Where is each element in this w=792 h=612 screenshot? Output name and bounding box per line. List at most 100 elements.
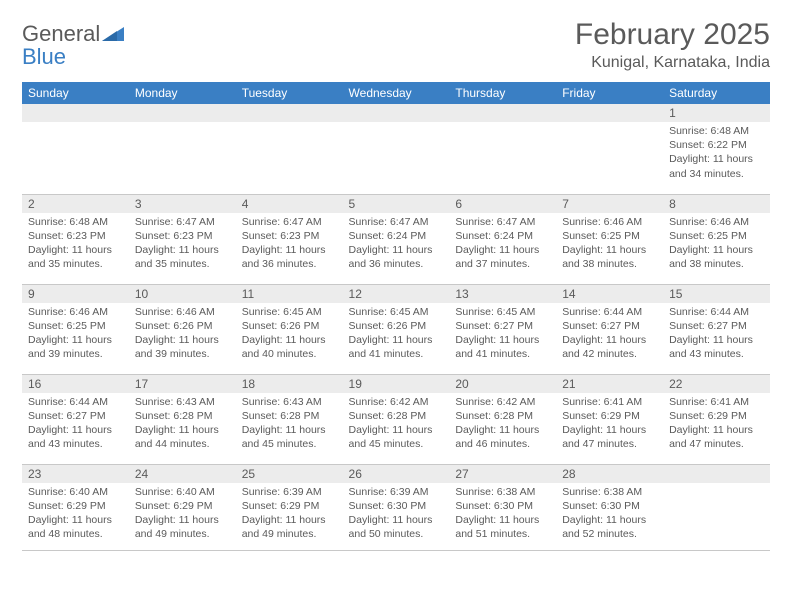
sunset-line: Sunset: 6:28 PM [349, 409, 444, 423]
day-number: 2 [22, 195, 129, 213]
day-header-saturday: Saturday [663, 82, 770, 104]
day-number [449, 104, 556, 122]
day-number: 8 [663, 195, 770, 213]
sunrise-line: Sunrise: 6:46 AM [135, 305, 230, 319]
daylight-line: Daylight: 11 hours and 34 minutes. [669, 152, 764, 180]
day-number: 9 [22, 285, 129, 303]
day-cell [22, 104, 129, 194]
sunset-line: Sunset: 6:24 PM [455, 229, 550, 243]
daylight-line: Daylight: 11 hours and 47 minutes. [669, 423, 764, 451]
day-number: 24 [129, 465, 236, 483]
title-block: February 2025 Kunigal, Karnataka, India [575, 18, 770, 72]
day-cell: 18Sunrise: 6:43 AMSunset: 6:28 PMDayligh… [236, 374, 343, 464]
day-cell: 24Sunrise: 6:40 AMSunset: 6:29 PMDayligh… [129, 464, 236, 550]
day-cell: 5Sunrise: 6:47 AMSunset: 6:24 PMDaylight… [343, 194, 450, 284]
day-number: 7 [556, 195, 663, 213]
sunrise-line: Sunrise: 6:47 AM [349, 215, 444, 229]
day-header-thursday: Thursday [449, 82, 556, 104]
sunrise-line: Sunrise: 6:39 AM [242, 485, 337, 499]
daylight-line: Daylight: 11 hours and 39 minutes. [135, 333, 230, 361]
day-cell: 23Sunrise: 6:40 AMSunset: 6:29 PMDayligh… [22, 464, 129, 550]
daylight-line: Daylight: 11 hours and 43 minutes. [669, 333, 764, 361]
day-details: Sunrise: 6:46 AMSunset: 6:25 PMDaylight:… [22, 303, 129, 366]
sunrise-line: Sunrise: 6:45 AM [455, 305, 550, 319]
daylight-line: Daylight: 11 hours and 38 minutes. [562, 243, 657, 271]
day-number: 25 [236, 465, 343, 483]
sunrise-line: Sunrise: 6:43 AM [242, 395, 337, 409]
day-cell: 22Sunrise: 6:41 AMSunset: 6:29 PMDayligh… [663, 374, 770, 464]
day-number: 27 [449, 465, 556, 483]
daylight-line: Daylight: 11 hours and 41 minutes. [349, 333, 444, 361]
day-details: Sunrise: 6:48 AMSunset: 6:23 PMDaylight:… [22, 213, 129, 276]
day-number: 26 [343, 465, 450, 483]
day-cell: 10Sunrise: 6:46 AMSunset: 6:26 PMDayligh… [129, 284, 236, 374]
daylight-line: Daylight: 11 hours and 52 minutes. [562, 513, 657, 541]
sunset-line: Sunset: 6:29 PM [669, 409, 764, 423]
day-number: 28 [556, 465, 663, 483]
day-cell: 7Sunrise: 6:46 AMSunset: 6:25 PMDaylight… [556, 194, 663, 284]
day-details [556, 122, 663, 128]
sunset-line: Sunset: 6:30 PM [349, 499, 444, 513]
logo-text-2: Blue [22, 44, 66, 69]
day-cell: 9Sunrise: 6:46 AMSunset: 6:25 PMDaylight… [22, 284, 129, 374]
day-details: Sunrise: 6:47 AMSunset: 6:23 PMDaylight:… [129, 213, 236, 276]
sunset-line: Sunset: 6:22 PM [669, 138, 764, 152]
day-cell [129, 104, 236, 194]
calendar-table: SundayMondayTuesdayWednesdayThursdayFrid… [22, 82, 770, 551]
day-details: Sunrise: 6:44 AMSunset: 6:27 PMDaylight:… [556, 303, 663, 366]
day-details: Sunrise: 6:43 AMSunset: 6:28 PMDaylight:… [236, 393, 343, 456]
day-number: 17 [129, 375, 236, 393]
day-cell: 19Sunrise: 6:42 AMSunset: 6:28 PMDayligh… [343, 374, 450, 464]
day-number [343, 104, 450, 122]
sunrise-line: Sunrise: 6:41 AM [669, 395, 764, 409]
day-number: 4 [236, 195, 343, 213]
sunset-line: Sunset: 6:27 PM [455, 319, 550, 333]
sunrise-line: Sunrise: 6:44 AM [562, 305, 657, 319]
sunrise-line: Sunrise: 6:48 AM [28, 215, 123, 229]
day-cell: 25Sunrise: 6:39 AMSunset: 6:29 PMDayligh… [236, 464, 343, 550]
day-details: Sunrise: 6:41 AMSunset: 6:29 PMDaylight:… [663, 393, 770, 456]
day-details: Sunrise: 6:42 AMSunset: 6:28 PMDaylight:… [343, 393, 450, 456]
day-number: 21 [556, 375, 663, 393]
daylight-line: Daylight: 11 hours and 42 minutes. [562, 333, 657, 361]
sunrise-line: Sunrise: 6:39 AM [349, 485, 444, 499]
day-details: Sunrise: 6:44 AMSunset: 6:27 PMDaylight:… [22, 393, 129, 456]
day-details: Sunrise: 6:45 AMSunset: 6:26 PMDaylight:… [236, 303, 343, 366]
daylight-line: Daylight: 11 hours and 38 minutes. [669, 243, 764, 271]
day-details: Sunrise: 6:46 AMSunset: 6:25 PMDaylight:… [556, 213, 663, 276]
sunset-line: Sunset: 6:25 PM [562, 229, 657, 243]
day-number: 20 [449, 375, 556, 393]
daylight-line: Daylight: 11 hours and 44 minutes. [135, 423, 230, 451]
day-cell: 2Sunrise: 6:48 AMSunset: 6:23 PMDaylight… [22, 194, 129, 284]
day-header-wednesday: Wednesday [343, 82, 450, 104]
day-details: Sunrise: 6:46 AMSunset: 6:26 PMDaylight:… [129, 303, 236, 366]
calendar-body: 1Sunrise: 6:48 AMSunset: 6:22 PMDaylight… [22, 104, 770, 550]
day-cell [449, 104, 556, 194]
day-number [556, 104, 663, 122]
day-details: Sunrise: 6:47 AMSunset: 6:23 PMDaylight:… [236, 213, 343, 276]
day-number [22, 104, 129, 122]
day-details: Sunrise: 6:39 AMSunset: 6:30 PMDaylight:… [343, 483, 450, 546]
day-cell [663, 464, 770, 550]
day-details: Sunrise: 6:40 AMSunset: 6:29 PMDaylight:… [22, 483, 129, 546]
day-cell: 28Sunrise: 6:38 AMSunset: 6:30 PMDayligh… [556, 464, 663, 550]
day-number: 14 [556, 285, 663, 303]
sunset-line: Sunset: 6:25 PM [669, 229, 764, 243]
sunrise-line: Sunrise: 6:38 AM [455, 485, 550, 499]
day-header-monday: Monday [129, 82, 236, 104]
day-cell: 12Sunrise: 6:45 AMSunset: 6:26 PMDayligh… [343, 284, 450, 374]
sunset-line: Sunset: 6:23 PM [28, 229, 123, 243]
sunrise-line: Sunrise: 6:48 AM [669, 124, 764, 138]
day-header-tuesday: Tuesday [236, 82, 343, 104]
sunset-line: Sunset: 6:28 PM [455, 409, 550, 423]
day-number: 18 [236, 375, 343, 393]
sunset-line: Sunset: 6:26 PM [135, 319, 230, 333]
day-number: 6 [449, 195, 556, 213]
day-details: Sunrise: 6:47 AMSunset: 6:24 PMDaylight:… [449, 213, 556, 276]
day-cell: 4Sunrise: 6:47 AMSunset: 6:23 PMDaylight… [236, 194, 343, 284]
daylight-line: Daylight: 11 hours and 45 minutes. [349, 423, 444, 451]
day-cell [556, 104, 663, 194]
day-details: Sunrise: 6:42 AMSunset: 6:28 PMDaylight:… [449, 393, 556, 456]
sunrise-line: Sunrise: 6:47 AM [135, 215, 230, 229]
sunrise-line: Sunrise: 6:45 AM [349, 305, 444, 319]
